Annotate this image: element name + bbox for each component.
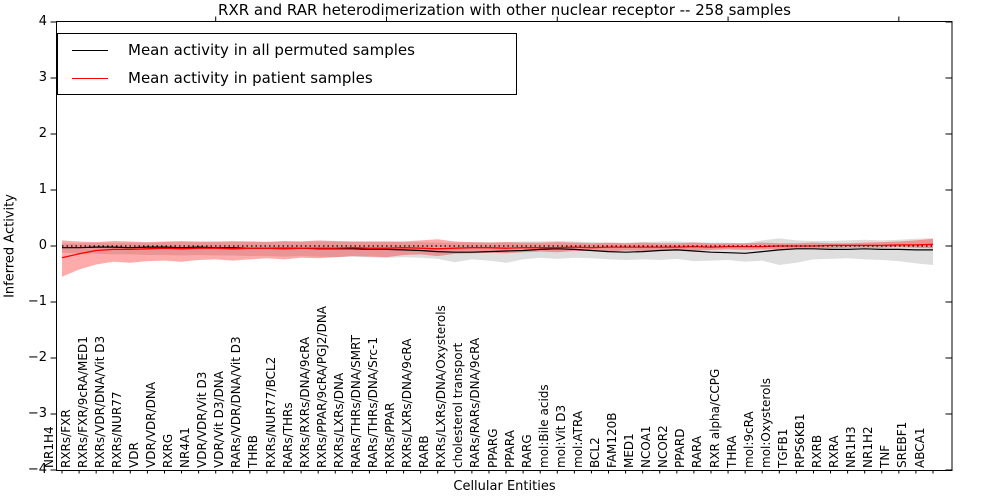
x-tick-label: VDR/VDR/DNA	[143, 381, 158, 468]
x-tick-label: mol:ATRA	[570, 410, 585, 468]
x-tick-label: RXRs/FXR/9cRA/MED1	[75, 336, 90, 468]
x-tick-label: RXR alpha/CCPG	[707, 368, 722, 468]
ticks-group	[50, 16, 952, 474]
patient-line-swatch	[72, 77, 108, 79]
x-tick-label: PPARD	[673, 428, 688, 469]
x-tick-label: PPARA	[502, 430, 517, 468]
x-tick-label: RARB	[417, 435, 432, 468]
legend-entry-patient: Mean activity in patient samples	[58, 64, 516, 92]
x-tick-label: RARG	[519, 434, 534, 468]
legend-label: Mean activity in all permuted samples	[128, 41, 415, 59]
x-tick-label: mol:Vit D3	[553, 404, 568, 468]
y-tick-label: 4	[38, 14, 47, 29]
x-tick-label: RXRs/VDR/DNA/Vit D3	[92, 335, 107, 468]
y-tick-label: −3	[27, 406, 47, 421]
x-tick-label: RXRG	[161, 433, 176, 468]
permuted-mean-line	[62, 246, 933, 254]
x-tick-label: mol:Bile acids	[536, 384, 551, 468]
x-tick-label: VDR/VDR/Vit D3	[195, 371, 210, 468]
x-tick-label: RXRA	[827, 435, 842, 468]
x-tick-label: RARs/THRs	[280, 402, 295, 468]
x-tick-label: THRB	[246, 435, 261, 468]
legend-label: Mean activity in patient samples	[128, 69, 373, 87]
page-title: RXR and RAR heterodimerization with othe…	[218, 1, 791, 19]
x-tick-label: NCOA1	[639, 425, 654, 468]
x-tick-label: RXRs/FXR	[58, 409, 73, 468]
x-tick-label: RXRs/NUR77/BCL2	[263, 356, 278, 468]
x-tick-label: FAM120B	[605, 412, 620, 469]
x-tick-label: RARs/THRs/DNA/Src-1	[365, 337, 380, 468]
x-tick-label: RXRs/NUR77	[109, 391, 124, 468]
x-tick-label: cholesterol transport	[451, 342, 466, 468]
x-tick-label: NR1H2	[861, 426, 876, 468]
x-tick-label: RXRs/PPAR/9cRA/PGJ2/DNA	[314, 306, 329, 468]
x-tick-label: MED1	[622, 433, 637, 468]
x-tick-label: RARs/VDR/DNA/Vit D3	[229, 336, 244, 468]
legend: Mean activity in all permuted samples Me…	[57, 33, 517, 95]
x-tick-label: RXRs/RXRs/DNA/9cRA	[297, 336, 312, 468]
x-tick-label: RXRs/LXRs/DNA/Oxysterols	[434, 305, 449, 468]
x-tick-label: mol:9cRA	[741, 411, 756, 468]
permuted-line-swatch	[72, 49, 108, 51]
x-tick-label: NR4A1	[178, 427, 193, 468]
y-tick-label: −1	[27, 294, 47, 309]
x-tick-label: mol:Oxysterols	[758, 378, 773, 468]
x-tick-label: RXRs/PPAR	[383, 402, 398, 468]
y-tick-label: −4	[27, 462, 47, 477]
x-tick-label: RARs/RARs/DNA/9cRA	[468, 337, 483, 468]
x-tick-label: SREBF1	[895, 421, 910, 468]
y-tick-label: −2	[27, 350, 47, 365]
x-tick-label: TNF	[878, 444, 893, 468]
x-tick-label: NR1H4	[41, 426, 56, 468]
x-tick-label: RARA	[690, 435, 705, 468]
x-tick-label: VDR/Vit D3/DNA	[212, 371, 227, 468]
y-tick-label: 3	[38, 70, 47, 85]
y-tick-label: 1	[38, 182, 47, 197]
x-tick-label: RARs/THRs/DNA/SMRT	[348, 335, 363, 468]
x-tick-label: NCOR2	[656, 425, 671, 468]
x-tick-label: BCL2	[588, 437, 602, 468]
lines-group	[61, 243, 934, 259]
x-tick-label: RXRB	[810, 434, 825, 468]
legend-entry-permuted: Mean activity in all permuted samples	[58, 36, 516, 64]
x-tick-label: VDR	[126, 442, 141, 468]
x-tick-label: RXRs/LXRs/DNA	[331, 372, 346, 468]
x-tick-label: THRA	[724, 435, 739, 468]
y-tick-label: 0	[38, 238, 47, 253]
x-tick-label: PPARG	[485, 428, 500, 468]
x-tick-label: NR1H3	[844, 426, 859, 468]
x-tick-label: ABCA1	[912, 427, 927, 468]
x-tick-label: TGFB1	[775, 428, 790, 468]
x-axis-label: Cellular Entities	[453, 479, 556, 494]
x-tick-label: RXRs/LXRs/DNA/9cRA	[400, 338, 415, 469]
y-tick-label: 2	[38, 126, 47, 141]
x-tick-label: RPS6KB1	[792, 413, 807, 468]
